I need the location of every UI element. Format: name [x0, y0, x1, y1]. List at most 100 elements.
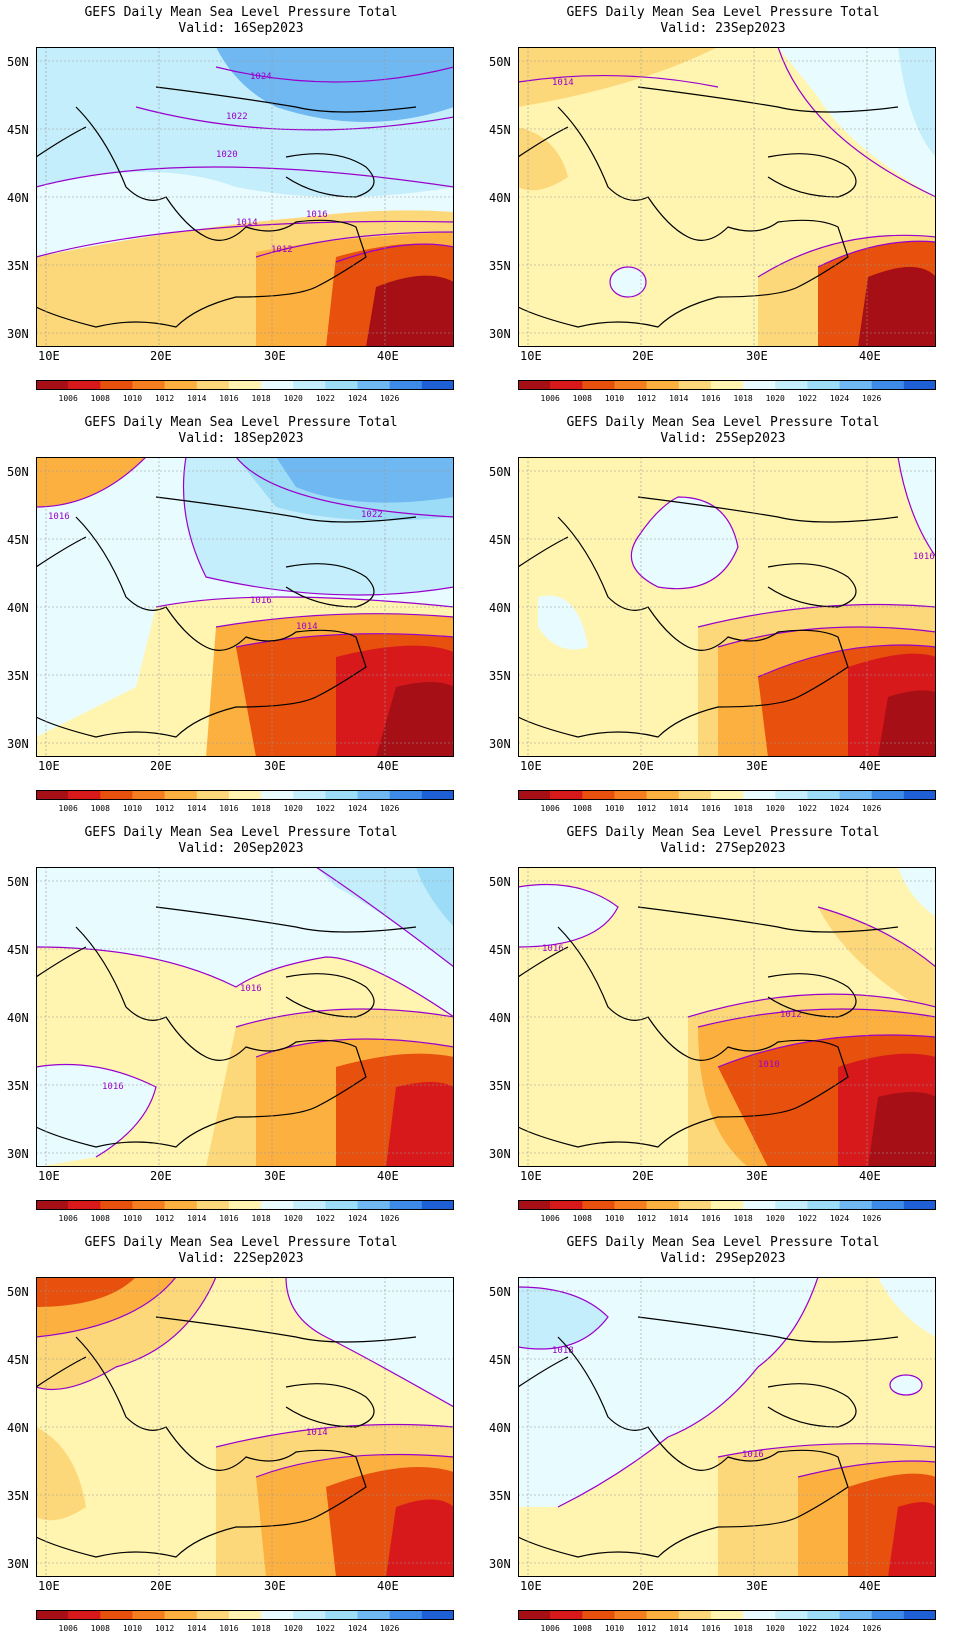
- colorbar-swatch: [261, 1200, 294, 1210]
- map-panel-22sep: GEFS Daily Mean Sea Level Pressure Total…: [0, 1230, 482, 1640]
- colorbar-swatch: [36, 1200, 69, 1210]
- lat-label: 45N: [489, 533, 511, 547]
- lat-label: 30N: [7, 327, 29, 341]
- colorbar-swatch: [550, 1200, 583, 1210]
- colorbar-tick-label: 1012: [637, 1624, 656, 1633]
- colorbar-tick-label: 1008: [573, 394, 592, 403]
- colorbar-swatch: [775, 380, 808, 390]
- colorbar-swatch: [743, 1200, 776, 1210]
- colorbar-tick-label: 1016: [701, 394, 720, 403]
- colorbar-swatch: [164, 1610, 198, 1620]
- svg-text:1014: 1014: [236, 218, 258, 228]
- colorbar-tick-label: 1014: [187, 1214, 206, 1223]
- lon-label: 20E: [632, 1579, 654, 1593]
- colorbar-swatch: [646, 380, 680, 390]
- svg-text:1022: 1022: [226, 112, 248, 122]
- colorbar-tick-label: 1020: [766, 1214, 785, 1223]
- lat-label: 40N: [7, 1421, 29, 1435]
- colorbar-tick-label: 1024: [348, 394, 367, 403]
- colorbar-swatch: [582, 790, 615, 800]
- lon-label: 40E: [377, 1169, 399, 1183]
- colorbar-swatch: [839, 1610, 872, 1620]
- colorbar-tick-label: 1014: [669, 1624, 688, 1633]
- lat-label: 30N: [489, 737, 511, 751]
- colorbar-tick-label: 1020: [766, 1624, 785, 1633]
- colorbar-tick-label: 1026: [380, 394, 399, 403]
- colorbar-tick-label: 1010: [123, 1214, 142, 1223]
- lat-label: 45N: [489, 123, 511, 137]
- panel-title: GEFS Daily Mean Sea Level Pressure Total…: [566, 825, 880, 856]
- colorbar-tick-label: 1008: [91, 1624, 110, 1633]
- lat-label: 40N: [489, 1011, 511, 1025]
- svg-text:1016: 1016: [250, 596, 272, 606]
- lon-label: 30E: [746, 759, 768, 773]
- lon-label: 30E: [264, 759, 286, 773]
- colorbar-swatch: [421, 1610, 454, 1620]
- colorbar-swatch: [36, 790, 69, 800]
- lat-label: 45N: [7, 943, 29, 957]
- colorbar-tick-label: 1006: [541, 394, 560, 403]
- colorbar-tick-label: 1012: [637, 1214, 656, 1223]
- colorbar-tick-label: 1012: [637, 804, 656, 813]
- colorbar-tick-label: 1008: [91, 804, 110, 813]
- colorbar-swatch: [871, 1610, 905, 1620]
- colorbar-swatch: [614, 380, 647, 390]
- colorbar-swatch: [710, 1200, 744, 1210]
- colorbar-swatch: [678, 1200, 712, 1210]
- lat-label: 35N: [7, 1489, 29, 1503]
- colorbar-swatch: [164, 380, 198, 390]
- lat-label: 50N: [489, 875, 511, 889]
- lon-label: 10E: [520, 759, 542, 773]
- pressure-map: 1016 1022 1016 1014: [36, 457, 454, 757]
- colorbar-tick-label: 1008: [91, 394, 110, 403]
- svg-text:1020: 1020: [216, 150, 238, 160]
- lat-label: 40N: [7, 1011, 29, 1025]
- colorbar-swatch: [228, 380, 262, 390]
- lon-label: 20E: [150, 1579, 172, 1593]
- colorbar-swatch: [743, 790, 776, 800]
- lon-label: 30E: [264, 1579, 286, 1593]
- colorbar-swatch: [100, 380, 133, 390]
- colorbar-swatch: [710, 790, 744, 800]
- colorbar-tick-label: 1016: [219, 1214, 238, 1223]
- colorbar-tick-label: 1010: [605, 1624, 624, 1633]
- colorbar-tick-label: 1010: [605, 1214, 624, 1223]
- map-panel-29sep: GEFS Daily Mean Sea Level Pressure Total…: [482, 1230, 964, 1640]
- colorbar-swatch: [839, 380, 872, 390]
- lat-label: 40N: [7, 601, 29, 615]
- colorbar-swatch: [36, 1610, 69, 1620]
- svg-text:1016: 1016: [306, 210, 328, 220]
- svg-text:1014: 1014: [552, 78, 574, 88]
- svg-text:1010: 1010: [758, 1060, 780, 1070]
- lon-label: 20E: [632, 759, 654, 773]
- svg-text:1022: 1022: [361, 510, 383, 520]
- lon-label: 10E: [38, 1579, 60, 1593]
- lat-label: 30N: [7, 1147, 29, 1161]
- pressure-map: 1018 1016: [518, 1277, 936, 1577]
- colorbar-tick-label: 1010: [605, 394, 624, 403]
- colorbar-swatch: [228, 790, 262, 800]
- colorbar-tick-label: 1020: [766, 394, 785, 403]
- panel-title: GEFS Daily Mean Sea Level Pressure Total…: [84, 825, 398, 856]
- colorbar-swatch: [775, 790, 808, 800]
- colorbar-tick-label: 1012: [155, 1214, 174, 1223]
- lon-label: 30E: [264, 349, 286, 363]
- colorbar-swatch: [646, 790, 680, 800]
- colorbar-swatch: [196, 1610, 230, 1620]
- colorbar-tick-label: 1026: [862, 1624, 881, 1633]
- map-panel-20sep: GEFS Daily Mean Sea Level Pressure Total…: [0, 820, 482, 1230]
- colorbar-swatch: [164, 1200, 198, 1210]
- colorbar-tick-label: 1018: [733, 804, 752, 813]
- colorbar-tick-label: 1012: [155, 1624, 174, 1633]
- colorbar-tick-label: 1020: [284, 1624, 303, 1633]
- colorbar: 1006 1008 1010 1012 1014 1016 1018 1020 1022 1024…: [518, 380, 936, 403]
- colorbar-tick-label: 1016: [701, 804, 720, 813]
- lat-label: 30N: [489, 1557, 511, 1571]
- colorbar-tick-label: 1006: [541, 804, 560, 813]
- colorbar-swatch: [518, 790, 551, 800]
- colorbar-swatch: [132, 380, 165, 390]
- lon-label: 10E: [520, 1169, 542, 1183]
- colorbar-swatch: [421, 790, 454, 800]
- lat-label: 50N: [489, 55, 511, 69]
- colorbar-swatch: [903, 1200, 936, 1210]
